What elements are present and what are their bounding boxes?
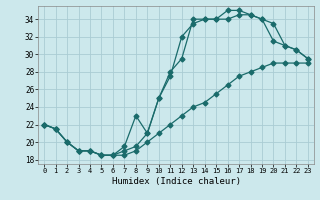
X-axis label: Humidex (Indice chaleur): Humidex (Indice chaleur) [111,177,241,186]
